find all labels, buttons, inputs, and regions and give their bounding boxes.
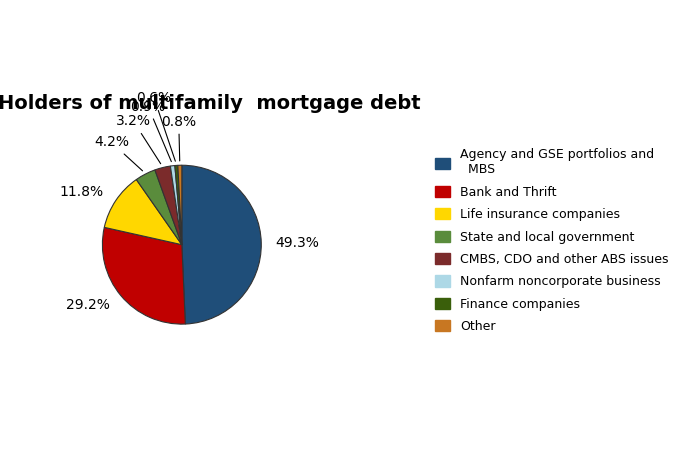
Text: 29.2%: 29.2% xyxy=(66,298,110,312)
Text: 11.8%: 11.8% xyxy=(60,185,104,199)
Wedge shape xyxy=(175,165,182,245)
Wedge shape xyxy=(104,180,182,245)
Wedge shape xyxy=(136,170,182,245)
Wedge shape xyxy=(171,166,182,245)
Text: 4.2%: 4.2% xyxy=(94,135,143,171)
Wedge shape xyxy=(155,166,182,245)
Legend: Agency and GSE portfolios and
  MBS, Bank and Thrift, Life insurance companies, : Agency and GSE portfolios and MBS, Bank … xyxy=(430,144,674,338)
Wedge shape xyxy=(182,165,261,324)
Text: 3.2%: 3.2% xyxy=(116,114,161,164)
Text: 0.6%: 0.6% xyxy=(136,91,175,161)
Text: 49.3%: 49.3% xyxy=(276,236,319,250)
Wedge shape xyxy=(178,165,182,245)
Title: Holders of multifamily  mortgage debt: Holders of multifamily mortgage debt xyxy=(0,94,421,113)
Wedge shape xyxy=(102,227,185,324)
Text: 0.9%: 0.9% xyxy=(131,99,171,162)
Text: 0.8%: 0.8% xyxy=(161,115,196,161)
